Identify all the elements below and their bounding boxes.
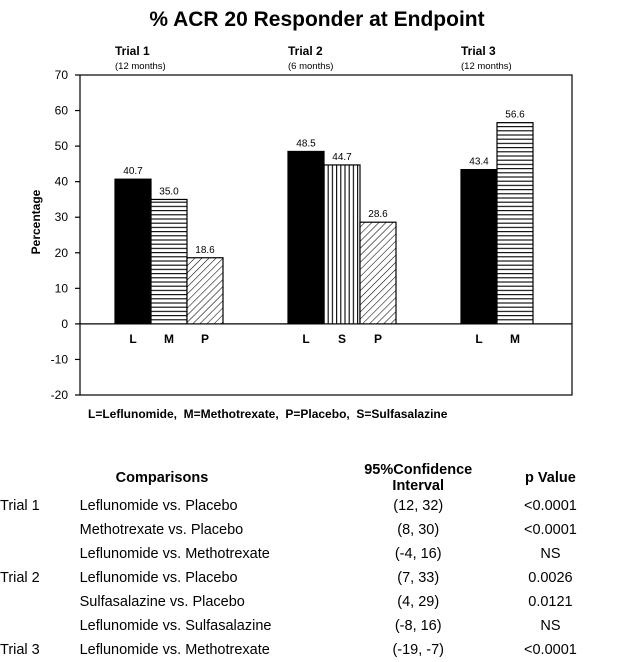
row-comparison-cell: Methotrexate vs. Placebo <box>79 522 244 538</box>
legend: L=Leflunomide, M=Methotrexate, P=Placebo… <box>88 407 448 421</box>
row-trial-cell: Trial 1 <box>0 498 40 514</box>
bar-category-label: M <box>164 332 174 346</box>
table-row: Leflunomide vs. Methotrexate (-4, 16) NS <box>0 542 617 566</box>
header-p-value: p Value <box>525 470 576 486</box>
trial-header: Trial 1 <box>115 44 150 58</box>
trial-duration: (12 months) <box>115 61 166 72</box>
row-trial-cell: Trial 2 <box>0 570 40 586</box>
bar-value-label: 40.7 <box>123 166 143 177</box>
y-tick-label: 30 <box>55 210 69 224</box>
row-trial-cell <box>0 590 80 614</box>
bar-value-label: 44.7 <box>332 152 352 163</box>
bar <box>150 198 188 325</box>
bar-category-label: P <box>201 332 209 346</box>
y-tick-label: -20 <box>51 388 69 402</box>
row-comparison-cell: Leflunomide vs. Methotrexate <box>79 546 270 562</box>
table-header-row: Comparisons 95%Confidence Interval p Val… <box>0 462 617 494</box>
chart-title: % ACR 20 Responder at Endpoint <box>149 8 484 31</box>
y-tick-label: 70 <box>55 68 69 82</box>
y-tick-label: 50 <box>55 139 69 153</box>
trial-duration: (6 months) <box>288 61 333 72</box>
row-p-value-cell: NS <box>540 618 561 634</box>
bar-value-label: 56.6 <box>505 110 525 121</box>
bar-category-label: M <box>510 332 520 346</box>
row-p-value-cell: <0.0001 <box>524 522 577 538</box>
row-comparison-cell: Leflunomide vs. Placebo <box>79 498 238 514</box>
bar-category-label: S <box>338 332 346 346</box>
trial-header: Trial 3 <box>461 44 496 58</box>
row-ci-cell: (-19, -7) <box>392 642 445 658</box>
row-p-value-cell: NS <box>540 546 561 562</box>
row-ci-cell: (4, 29) <box>397 594 440 610</box>
trial-header: Trial 2 <box>288 44 323 58</box>
row-ci-cell: (-8, 16) <box>394 618 442 634</box>
row-p-value-cell: <0.0001 <box>524 642 577 658</box>
bar-value-label: 48.5 <box>296 138 316 149</box>
header-comparisons: Comparisons <box>115 470 209 486</box>
table-row: Leflunomide vs. Sulfasalazine (-8, 16) NS <box>0 614 617 638</box>
row-ci-cell: (12, 32) <box>393 498 444 514</box>
row-comparison-cell: Leflunomide vs. Placebo <box>79 570 238 586</box>
y-axis-label: Percentage <box>29 189 43 254</box>
bar-category-label: L <box>475 332 482 346</box>
table-row: Trial 3 Leflunomide vs. Methotrexate (-19,… <box>0 638 617 662</box>
bar-value-label: 43.4 <box>469 157 489 168</box>
y-tick-label: 0 <box>61 317 68 331</box>
bar-value-label: 28.6 <box>368 209 388 220</box>
table-row: Trial 2 Leflunomide vs. Placebo (7, 33) 0.0… <box>0 566 617 590</box>
row-trial-cell: Trial 3 <box>0 642 40 658</box>
y-tick-label: 20 <box>55 246 69 260</box>
row-p-value-cell: 0.0026 <box>528 570 573 586</box>
bar-value-label: 18.6 <box>195 245 215 256</box>
header-trial <box>0 462 80 494</box>
bar <box>186 257 224 325</box>
bar <box>287 150 325 325</box>
row-trial-cell <box>0 518 80 542</box>
row-p-value-cell: 0.0121 <box>528 594 573 610</box>
chart: % ACR 20 Responder at Endpoint Trial 1 (1… <box>29 8 573 421</box>
row-ci-cell: (8, 30) <box>397 522 440 538</box>
bar <box>359 221 397 325</box>
row-trial-cell <box>0 614 80 638</box>
row-comparison-cell: Leflunomide vs. Sulfasalazine <box>79 618 272 634</box>
y-tick-label: 40 <box>55 175 69 189</box>
bar <box>114 178 152 325</box>
trial-duration: (12 months) <box>461 61 512 72</box>
comparison-table: Comparisons 95%Confidence Interval p Val… <box>0 462 617 662</box>
row-p-value-cell: <0.0001 <box>524 498 577 514</box>
bar-category-label: L <box>302 332 309 346</box>
bar-category-label: L <box>129 332 136 346</box>
row-comparison-cell: Leflunomide vs. Methotrexate <box>79 642 270 658</box>
row-ci-cell: (7, 33) <box>397 570 440 586</box>
row-ci-cell: (-4, 16) <box>394 546 442 562</box>
plot-frame <box>79 74 573 396</box>
table-row: Trial 1 Leflunomide vs. Placebo (12, 32) <0… <box>0 494 617 518</box>
y-tick-label: -10 <box>51 352 69 366</box>
bar <box>460 168 498 325</box>
row-comparison-cell: Sulfasalazine vs. Placebo <box>79 594 245 610</box>
table-row: Sulfasalazine vs. Placebo (4, 29) 0.0121 <box>0 590 617 614</box>
bar-value-label: 35.0 <box>159 186 179 197</box>
header-confidence-interval: 95%Confidence Interval <box>364 462 473 494</box>
row-trial-cell <box>0 542 80 566</box>
table-row: Methotrexate vs. Placebo (8, 30) <0.0001 <box>0 518 617 542</box>
y-tick-label: 60 <box>55 104 69 118</box>
bar-category-label: P <box>374 332 382 346</box>
bar <box>323 164 361 325</box>
bar <box>496 122 534 325</box>
y-tick-label: 10 <box>55 281 69 295</box>
